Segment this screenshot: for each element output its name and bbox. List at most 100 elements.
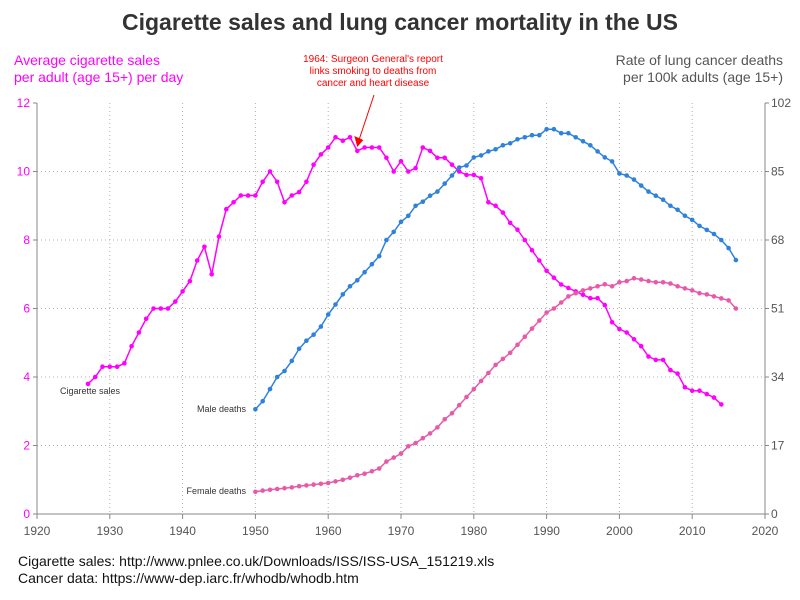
point-cigarette-sales-1996 [588,295,593,301]
point-cigarette-sales-1971 [406,169,411,174]
point-cigarette-sales-1933 [129,343,134,349]
point-female-deaths-1976 [442,417,448,422]
point-female-deaths-1971 [406,444,411,449]
point-male-deaths-2001 [624,173,629,178]
point-female-deaths-1983 [493,362,498,368]
point-male-deaths-2012 [704,227,710,233]
point-cigarette-sales-1929 [100,364,105,370]
point-cigarette-sales-2002 [631,337,637,342]
point-male-deaths-1984 [500,143,506,148]
point-cigarette-sales-2014 [719,402,724,407]
point-male-deaths-1956 [296,346,302,352]
point-cigarette-sales-1973 [420,145,426,150]
point-female-deaths-1987 [522,334,528,340]
series-label-female-deaths: Female deaths [186,486,246,496]
point-male-deaths-1971 [406,213,411,219]
point-female-deaths-1955 [289,485,295,490]
point-cigarette-sales-1944 [209,272,214,277]
point-male-deaths-1976 [442,181,448,186]
point-male-deaths-1977 [449,173,455,178]
point-male-deaths-1990 [544,126,549,132]
annotation-line2: links smoking to deaths from [309,66,437,77]
point-male-deaths-1980 [471,155,477,160]
point-male-deaths-1975 [435,189,440,194]
y-right-tick-label-17: 17 [771,439,785,453]
point-cigarette-sales-1986 [515,227,520,232]
y-right-tick-label-0: 0 [771,507,778,521]
point-female-deaths-1978 [456,402,462,408]
y-right-tick-label-51: 51 [771,302,785,316]
point-cigarette-sales-1998 [602,302,608,308]
x-tick-label-2000: 2000 [606,524,633,538]
point-cigarette-sales-1997 [595,295,600,301]
point-female-deaths-2009 [682,286,688,291]
point-cigarette-sales-1975 [435,155,440,161]
point-female-deaths-1991 [551,306,557,311]
point-female-deaths-1996 [588,286,593,291]
point-cigarette-sales-1956 [296,189,302,195]
point-cigarette-sales-1936 [151,306,156,311]
point-male-deaths-1997 [595,149,600,154]
point-female-deaths-1989 [537,318,542,323]
point-cigarette-sales-1939 [173,299,178,304]
point-female-deaths-2015 [726,298,731,303]
point-female-deaths-1992 [558,300,564,305]
point-cigarette-sales-2004 [646,354,651,359]
point-cigarette-sales-1938 [165,306,171,311]
annotation-line3: cancer and heart disease [316,78,430,89]
point-cigarette-sales-1982 [486,200,491,205]
series-line-cigarette-sales [87,136,722,405]
point-cigarette-sales-1927 [85,381,91,387]
y-axis-left-title-line1: Average cigarette sales [14,52,161,68]
annotation-arrow [354,94,375,147]
point-cigarette-sales-1965 [362,145,367,150]
point-male-deaths-1961 [333,302,338,307]
y-left-tick-label-10: 10 [17,165,31,179]
point-cigarette-sales-1942 [194,258,200,263]
point-male-deaths-1959 [318,324,324,329]
point-cigarette-sales-1943 [202,244,207,250]
series-male-deaths [253,126,739,412]
point-cigarette-sales-1952 [267,169,273,174]
point-male-deaths-1951 [260,398,266,404]
point-female-deaths-1968 [384,459,389,464]
y-axis-right-title-line1: Rate of lung cancer deaths [615,52,783,68]
point-male-deaths-2013 [711,231,717,237]
y-axis-left-title-line2: per adult (age 15+) per day [14,69,184,85]
y-left-tick-label-4: 4 [23,370,30,384]
point-cigarette-sales-1949 [245,193,251,198]
point-cigarette-sales-1962 [340,138,346,143]
point-male-deaths-1969 [391,229,397,235]
point-cigarette-sales-1977 [449,162,455,167]
point-cigarette-sales-1979 [464,172,469,178]
point-female-deaths-1956 [296,483,302,489]
point-cigarette-sales-1932 [122,361,127,366]
point-male-deaths-1983 [493,147,498,152]
point-cigarette-sales-2009 [682,385,688,390]
point-cigarette-sales-2006 [660,357,666,363]
point-male-deaths-2009 [682,213,688,219]
point-female-deaths-2000 [617,280,622,285]
point-cigarette-sales-1947 [231,200,236,205]
footer-cancer-source: Cancer data: https://www-dep.iarc.fr/who… [18,570,359,586]
y-left-tick-label-6: 6 [23,302,30,316]
point-cigarette-sales-1995 [580,292,586,298]
point-male-deaths-1979 [464,163,469,168]
point-cigarette-sales-1993 [566,285,571,291]
point-cigarette-sales-2011 [697,388,702,394]
y-left-tick-label-0: 0 [23,507,30,521]
point-female-deaths-1952 [267,487,273,493]
point-male-deaths-1996 [588,143,593,148]
y-left-tick-label-8: 8 [23,233,30,247]
point-male-deaths-1964 [355,278,360,283]
point-cigarette-sales-1985 [507,220,513,226]
point-cigarette-sales-1951 [260,179,266,185]
point-female-deaths-1975 [435,425,440,430]
point-female-deaths-1958 [311,482,316,487]
series-labels: Cigarette sales Male deaths Female deaths [60,386,247,496]
y-right-tick-label-102: 102 [771,96,791,110]
point-cigarette-sales-2003 [638,343,644,349]
point-female-deaths-2001 [624,278,629,284]
point-cigarette-sales-2007 [668,367,673,373]
point-cigarette-sales-1948 [238,193,244,198]
